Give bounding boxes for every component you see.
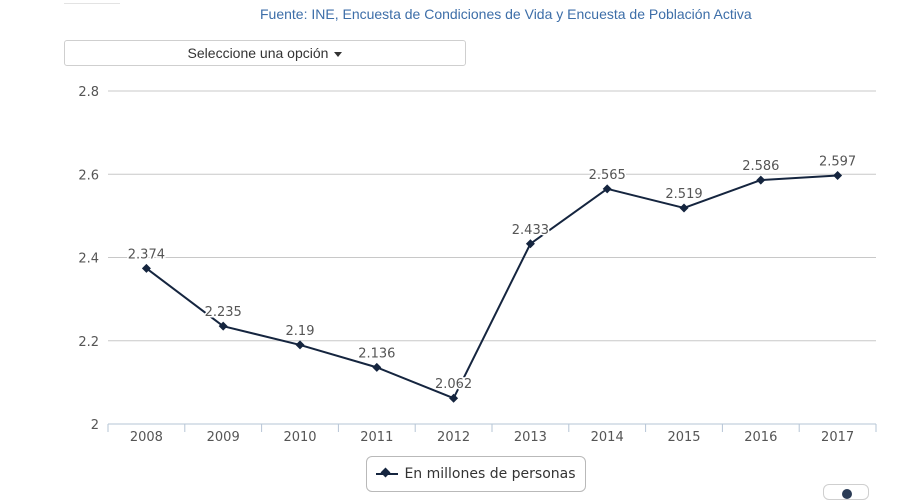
y-tick-label: 2.6: [78, 168, 99, 183]
source-note: Fuente: INE, Encuesta de Condiciones de …: [260, 6, 752, 22]
x-tick-label: 2013: [514, 430, 547, 445]
y-tick-label: 2.4: [78, 252, 99, 267]
data-point-marker: [295, 340, 305, 350]
data-point-marker: [218, 321, 228, 331]
caret-down-icon: [334, 51, 343, 57]
chart-menu-button[interactable]: [823, 484, 869, 500]
data-point-marker: [602, 184, 612, 194]
x-tick-label: 2008: [130, 430, 163, 445]
data-label: 2.374: [128, 247, 165, 262]
menu-icon: [842, 489, 852, 499]
legend-label: En millones de personas: [404, 466, 576, 482]
chart-legend[interactable]: En millones de personas: [366, 456, 586, 492]
y-tick-label: 2.2: [78, 335, 99, 350]
data-label: 2.433: [512, 223, 549, 238]
data-point-marker: [679, 203, 689, 213]
data-point-marker: [833, 170, 843, 180]
data-label: 2.19: [286, 324, 315, 339]
x-tick-label: 2010: [283, 430, 316, 445]
header-divider: [64, 0, 120, 4]
data-label: 2.565: [589, 168, 626, 183]
x-tick-label: 2014: [591, 430, 624, 445]
option-selector[interactable]: Seleccione una opción: [64, 40, 466, 66]
data-point-marker: [141, 263, 151, 273]
series-line: [145, 174, 838, 400]
data-label: 2.235: [205, 305, 242, 320]
y-tick-label: 2: [91, 418, 99, 433]
data-point-marker: [525, 239, 535, 249]
data-point-marker: [449, 393, 459, 403]
y-tick-label: 2.8: [78, 85, 99, 100]
data-point-marker: [756, 175, 766, 185]
x-tick-label: 2011: [360, 430, 393, 445]
option-selector-label: Seleccione una opción: [187, 45, 329, 61]
x-tick-label: 2015: [667, 430, 700, 445]
data-label: 2.597: [819, 154, 856, 169]
line-diamond-marker-icon: [376, 467, 399, 479]
data-label: 2.519: [665, 187, 702, 202]
data-point-marker: [372, 362, 382, 372]
x-tick-label: 2017: [821, 430, 854, 445]
data-label: 2.586: [742, 159, 779, 174]
x-tick-label: 2016: [744, 430, 777, 445]
data-label: 2.136: [358, 346, 395, 361]
x-tick-label: 2012: [437, 430, 470, 445]
data-label: 2.062: [435, 377, 472, 392]
x-tick-label: 2009: [207, 430, 240, 445]
